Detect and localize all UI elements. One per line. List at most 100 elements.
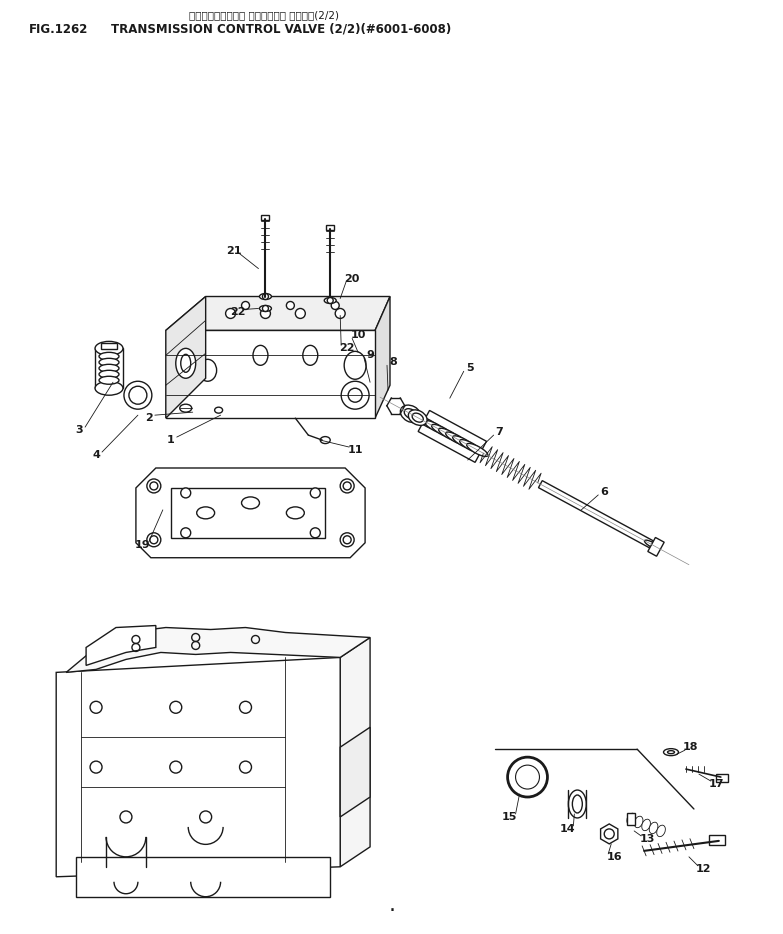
- Circle shape: [310, 488, 320, 498]
- Bar: [95, 348, 123, 389]
- Circle shape: [150, 536, 158, 544]
- Circle shape: [310, 528, 320, 538]
- Text: 20: 20: [345, 274, 360, 284]
- Ellipse shape: [215, 407, 222, 413]
- Circle shape: [226, 308, 236, 318]
- Ellipse shape: [642, 819, 651, 830]
- Bar: [262, 215, 269, 219]
- Text: TRANSMISSION CONTROL VALVE (2/2)(#6001-6008): TRANSMISSION CONTROL VALVE (2/2)(#6001-6…: [111, 22, 451, 35]
- Ellipse shape: [460, 440, 481, 453]
- Polygon shape: [86, 626, 156, 665]
- Ellipse shape: [424, 420, 446, 433]
- Text: 21: 21: [226, 246, 241, 256]
- Circle shape: [147, 532, 161, 546]
- Ellipse shape: [99, 376, 119, 384]
- Circle shape: [295, 308, 305, 318]
- Circle shape: [287, 302, 294, 309]
- Text: 7: 7: [496, 427, 503, 437]
- Text: 19: 19: [135, 540, 150, 550]
- Ellipse shape: [400, 405, 421, 422]
- Bar: [327, 225, 334, 230]
- Ellipse shape: [409, 410, 427, 425]
- Ellipse shape: [568, 790, 586, 818]
- Circle shape: [343, 482, 351, 490]
- Text: 12: 12: [696, 864, 712, 874]
- Ellipse shape: [657, 825, 666, 837]
- Ellipse shape: [438, 428, 460, 441]
- Text: 1: 1: [167, 435, 175, 446]
- Circle shape: [327, 298, 334, 304]
- Ellipse shape: [99, 370, 119, 378]
- Ellipse shape: [404, 409, 417, 419]
- Text: 16: 16: [606, 852, 622, 862]
- Ellipse shape: [345, 351, 366, 379]
- Ellipse shape: [197, 507, 215, 519]
- Polygon shape: [166, 296, 206, 418]
- Text: 4: 4: [92, 450, 100, 460]
- Circle shape: [261, 308, 270, 318]
- Text: 22: 22: [229, 307, 245, 318]
- Text: 9: 9: [366, 350, 374, 361]
- Bar: [627, 813, 635, 825]
- Polygon shape: [166, 296, 390, 331]
- Ellipse shape: [95, 381, 123, 395]
- Text: 18: 18: [684, 743, 698, 752]
- Ellipse shape: [668, 751, 674, 754]
- Polygon shape: [56, 658, 340, 877]
- Bar: [716, 774, 728, 782]
- Polygon shape: [66, 628, 370, 672]
- Circle shape: [241, 302, 250, 309]
- Circle shape: [340, 479, 354, 493]
- Ellipse shape: [99, 359, 119, 366]
- Ellipse shape: [259, 305, 272, 311]
- Ellipse shape: [634, 816, 643, 828]
- Circle shape: [150, 482, 158, 490]
- Circle shape: [340, 532, 354, 546]
- Circle shape: [192, 336, 200, 345]
- Ellipse shape: [649, 822, 658, 834]
- Circle shape: [262, 305, 269, 311]
- Circle shape: [331, 302, 339, 309]
- Circle shape: [147, 479, 161, 493]
- Bar: [101, 344, 117, 349]
- Polygon shape: [136, 468, 365, 558]
- Ellipse shape: [627, 814, 636, 825]
- Polygon shape: [601, 824, 618, 844]
- Polygon shape: [375, 296, 390, 418]
- Ellipse shape: [320, 436, 330, 444]
- Ellipse shape: [303, 346, 318, 365]
- Ellipse shape: [453, 436, 474, 449]
- Bar: [709, 835, 725, 845]
- Text: 10: 10: [351, 331, 366, 340]
- Text: 5: 5: [466, 363, 474, 374]
- Circle shape: [181, 528, 191, 538]
- Ellipse shape: [99, 364, 119, 373]
- Text: FIG.1262: FIG.1262: [29, 22, 88, 35]
- Ellipse shape: [412, 413, 424, 422]
- Ellipse shape: [241, 497, 259, 509]
- Text: ·: ·: [388, 900, 395, 921]
- Polygon shape: [648, 537, 664, 557]
- Bar: [171, 488, 325, 538]
- Ellipse shape: [324, 298, 336, 304]
- Text: 6: 6: [601, 487, 608, 497]
- Polygon shape: [166, 331, 375, 418]
- Text: 11: 11: [348, 445, 363, 455]
- Ellipse shape: [446, 432, 467, 446]
- Circle shape: [604, 828, 614, 839]
- Ellipse shape: [572, 795, 583, 813]
- Text: トランスミッション コントロール バルブ　(2/2): トランスミッション コントロール バルブ (2/2): [189, 10, 339, 21]
- Circle shape: [262, 293, 269, 300]
- Polygon shape: [418, 410, 486, 462]
- Ellipse shape: [99, 352, 119, 361]
- Ellipse shape: [431, 424, 453, 437]
- Ellipse shape: [663, 749, 679, 756]
- Polygon shape: [340, 638, 370, 867]
- Circle shape: [341, 381, 369, 409]
- Ellipse shape: [95, 341, 123, 355]
- Ellipse shape: [181, 354, 191, 373]
- Text: 14: 14: [560, 824, 576, 834]
- Text: 3: 3: [75, 425, 83, 435]
- Ellipse shape: [417, 417, 439, 430]
- Text: 13: 13: [640, 834, 655, 844]
